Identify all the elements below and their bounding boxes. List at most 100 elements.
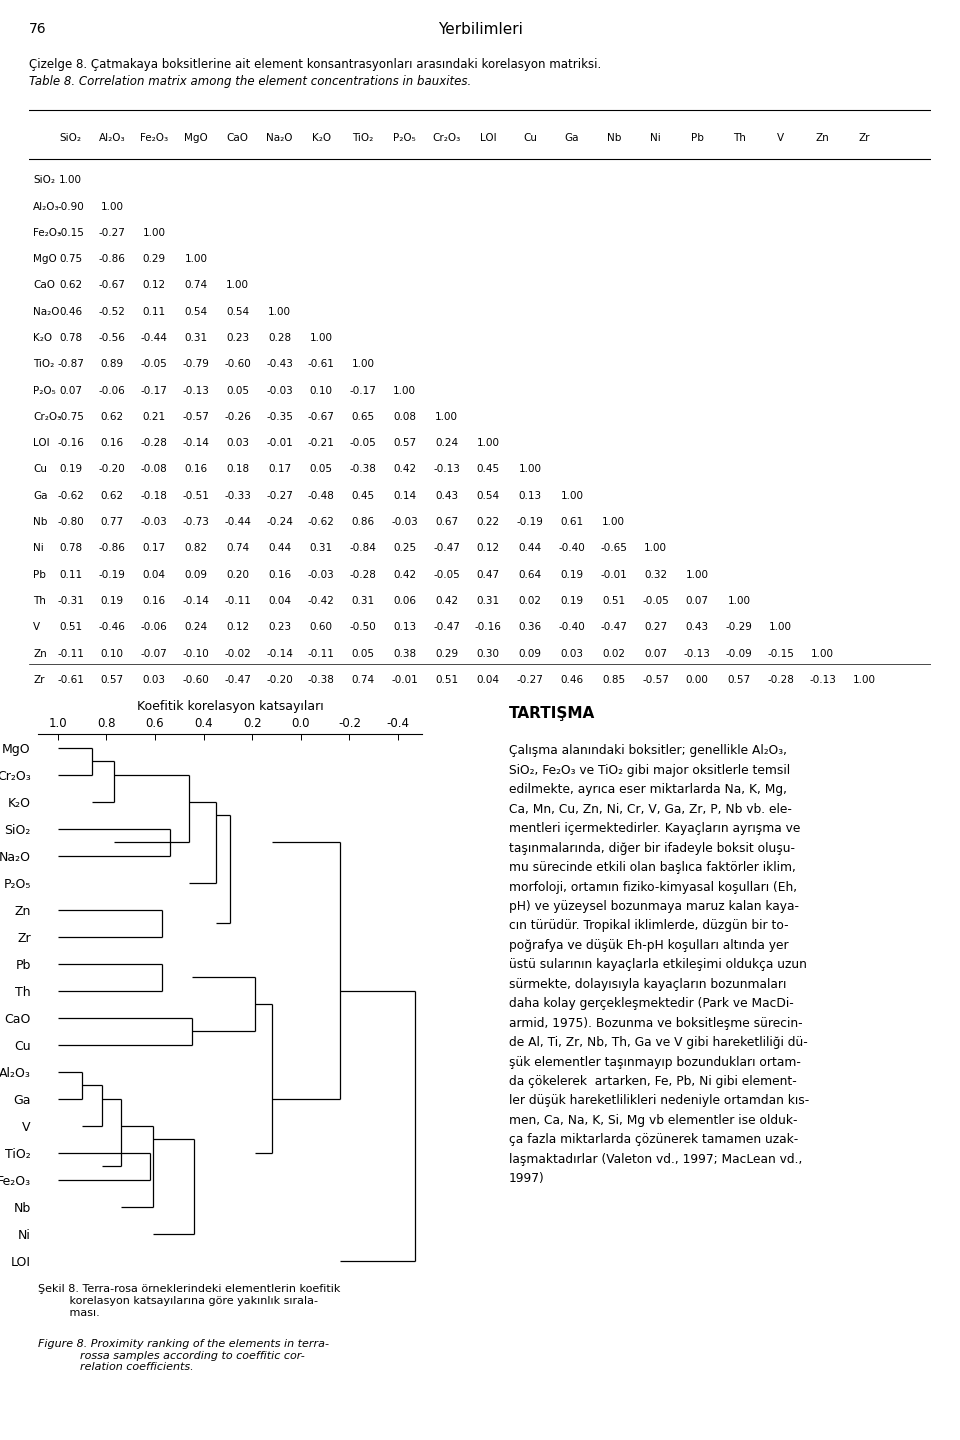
Text: -0.20: -0.20 (99, 465, 126, 475)
Text: MgO: MgO (34, 253, 57, 264)
Text: 0.54: 0.54 (477, 491, 500, 501)
Text: -0.67: -0.67 (308, 412, 335, 422)
Text: -0.16: -0.16 (58, 438, 84, 448)
Text: edilmekte, ayrıca eser miktarlarda Na, K, Mg,: edilmekte, ayrıca eser miktarlarda Na, K… (509, 783, 787, 796)
Text: 1.00: 1.00 (852, 675, 876, 685)
Text: 0.19: 0.19 (101, 596, 124, 606)
Text: -0.31: -0.31 (58, 596, 84, 606)
Text: armid, 1975). Bozunma ve boksitleşme sürecin-: armid, 1975). Bozunma ve boksitleşme sür… (509, 1017, 803, 1030)
Text: Pb: Pb (34, 570, 46, 580)
Text: 1.00: 1.00 (435, 412, 458, 422)
Text: 0.51: 0.51 (602, 596, 625, 606)
Text: Pb: Pb (691, 134, 704, 144)
Text: -0.57: -0.57 (182, 412, 209, 422)
Text: 0.57: 0.57 (394, 438, 417, 448)
Text: 0.23: 0.23 (268, 622, 291, 632)
Text: Nb: Nb (34, 517, 48, 527)
Text: men, Ca, Na, K, Si, Mg vb elementler ise olduk-: men, Ca, Na, K, Si, Mg vb elementler ise… (509, 1115, 798, 1128)
Text: 0.31: 0.31 (477, 596, 500, 606)
Text: 0.10: 0.10 (310, 386, 333, 396)
Text: 1.00: 1.00 (60, 176, 82, 186)
Text: şük elementler taşınmayıp bozundukları ortam-: şük elementler taşınmayıp bozundukları o… (509, 1056, 801, 1068)
Text: -0.27: -0.27 (516, 675, 543, 685)
Text: TiO₂: TiO₂ (352, 134, 373, 144)
Text: 0.86: 0.86 (351, 517, 374, 527)
Text: 1.00: 1.00 (268, 307, 291, 317)
Text: Nb: Nb (607, 134, 621, 144)
Text: 0.02: 0.02 (602, 648, 625, 658)
Text: -0.18: -0.18 (141, 491, 168, 501)
Text: -0.13: -0.13 (433, 465, 460, 475)
Text: Figure 8. Proximity ranking of the elements in terra-
            rossa samples : Figure 8. Proximity ranking of the eleme… (38, 1339, 329, 1372)
Text: 0.09: 0.09 (518, 648, 541, 658)
Text: 0.19: 0.19 (561, 596, 584, 606)
Text: -0.13: -0.13 (809, 675, 836, 685)
Text: 0.30: 0.30 (477, 648, 500, 658)
Text: K₂O: K₂O (34, 333, 53, 343)
Text: Cu: Cu (523, 134, 538, 144)
Text: 0.23: 0.23 (227, 333, 250, 343)
Text: -0.86: -0.86 (99, 543, 126, 553)
Text: mentleri içermektedirler. Kayaçların ayrışma ve: mentleri içermektedirler. Kayaçların ayr… (509, 822, 801, 835)
Text: 0.74: 0.74 (227, 543, 250, 553)
Text: -0.11: -0.11 (58, 648, 84, 658)
Text: Ca, Mn, Cu, Zn, Ni, Cr, V, Ga, Zr, P, Nb vb. ele-: Ca, Mn, Cu, Zn, Ni, Cr, V, Ga, Zr, P, Nb… (509, 802, 792, 816)
Text: -0.84: -0.84 (349, 543, 376, 553)
Text: 0.04: 0.04 (268, 596, 291, 606)
Text: -0.13: -0.13 (182, 386, 209, 396)
Text: 76: 76 (29, 22, 46, 36)
Text: CaO: CaO (227, 134, 249, 144)
Text: Al₂O₃: Al₂O₃ (34, 202, 60, 212)
Text: -0.14: -0.14 (182, 596, 209, 606)
Text: 0.62: 0.62 (101, 412, 124, 422)
Text: 0.08: 0.08 (394, 412, 417, 422)
Text: Ga: Ga (564, 134, 579, 144)
Text: 0.61: 0.61 (561, 517, 584, 527)
Text: -0.06: -0.06 (99, 386, 126, 396)
Text: -0.47: -0.47 (600, 622, 627, 632)
Text: 0.05: 0.05 (310, 465, 333, 475)
Text: 0.24: 0.24 (184, 622, 207, 632)
Text: -0.61: -0.61 (308, 360, 335, 369)
Text: -0.05: -0.05 (642, 596, 669, 606)
Text: 0.54: 0.54 (184, 307, 207, 317)
Text: 1.00: 1.00 (310, 333, 333, 343)
Text: 0.02: 0.02 (518, 596, 541, 606)
Text: TiO₂: TiO₂ (34, 360, 55, 369)
Text: -0.03: -0.03 (308, 570, 335, 580)
Text: V: V (778, 134, 784, 144)
Text: -0.51: -0.51 (182, 491, 209, 501)
Text: -0.90: -0.90 (58, 202, 84, 212)
Text: 0.21: 0.21 (143, 412, 166, 422)
Text: -0.05: -0.05 (433, 570, 460, 580)
Text: -0.11: -0.11 (308, 648, 335, 658)
Text: 0.42: 0.42 (394, 570, 417, 580)
Text: -0.01: -0.01 (392, 675, 419, 685)
Text: 0.12: 0.12 (143, 281, 166, 291)
Text: -0.75: -0.75 (58, 412, 84, 422)
Text: sürmekte, dolayısıyla kayaçların bozunmaları: sürmekte, dolayısıyla kayaçların bozunma… (509, 978, 786, 991)
Text: -0.57: -0.57 (642, 675, 669, 685)
Text: 1.00: 1.00 (518, 465, 541, 475)
Text: -0.08: -0.08 (141, 465, 167, 475)
Text: Çizelge 8. Çatmakaya boksitlerine ait element konsantrasyonları arasındaki korel: Çizelge 8. Çatmakaya boksitlerine ait el… (29, 58, 601, 71)
Text: -0.07: -0.07 (141, 648, 167, 658)
Text: 0.60: 0.60 (310, 622, 333, 632)
Text: -0.05: -0.05 (141, 360, 167, 369)
Text: -0.62: -0.62 (308, 517, 335, 527)
Text: -0.47: -0.47 (433, 543, 460, 553)
Text: 1.00: 1.00 (602, 517, 625, 527)
Text: CaO: CaO (34, 281, 56, 291)
Text: 0.11: 0.11 (143, 307, 166, 317)
Text: -0.14: -0.14 (266, 648, 293, 658)
Text: -0.19: -0.19 (516, 517, 543, 527)
Text: -0.10: -0.10 (182, 648, 209, 658)
Text: -0.47: -0.47 (225, 675, 252, 685)
Text: 0.24: 0.24 (435, 438, 458, 448)
Text: 0.17: 0.17 (143, 543, 166, 553)
Text: 0.36: 0.36 (518, 622, 541, 632)
Text: Şekil 8. Terra-rosa örneklerindeki elementlerin koefitik
         korelasyon kat: Şekil 8. Terra-rosa örneklerindeki eleme… (38, 1284, 341, 1318)
Text: 0.04: 0.04 (477, 675, 500, 685)
Text: 0.45: 0.45 (351, 491, 374, 501)
Text: LOI: LOI (480, 134, 496, 144)
